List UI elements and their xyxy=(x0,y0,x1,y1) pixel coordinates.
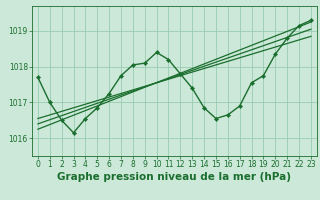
X-axis label: Graphe pression niveau de la mer (hPa): Graphe pression niveau de la mer (hPa) xyxy=(57,172,292,182)
